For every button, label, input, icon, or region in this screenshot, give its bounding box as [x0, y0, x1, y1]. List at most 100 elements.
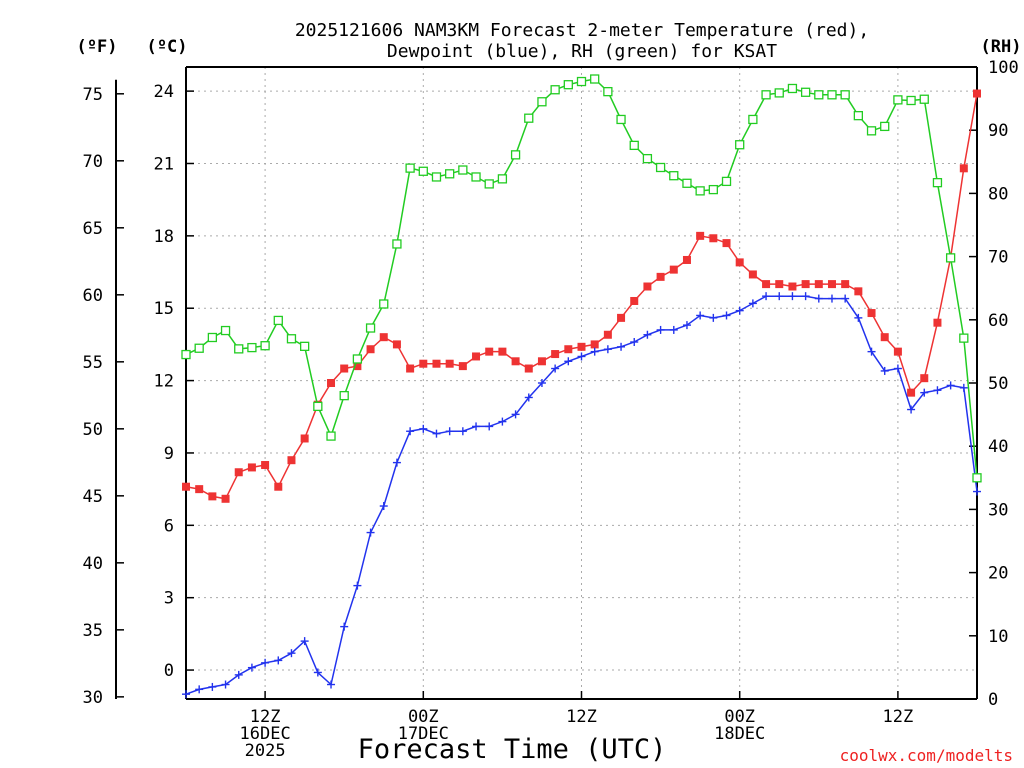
x-tick-label: 12Z [250, 707, 281, 727]
dewpoint-point [735, 306, 744, 315]
rh-tick-label: 30 [988, 500, 1008, 520]
2-meter-temperature-point [472, 352, 481, 361]
rh-point [748, 114, 758, 125]
dewpoint-point [445, 427, 454, 436]
2-meter-temperature-point [182, 482, 190, 491]
2-meter-temperature-point [564, 345, 573, 354]
2-meter-temperature-point [682, 255, 691, 264]
2-meter-temperature-point [577, 342, 586, 351]
rh-point [445, 169, 455, 179]
2-meter-temperature-point [524, 364, 533, 373]
celsius-tick-label: 0 [164, 661, 174, 681]
rh-point [669, 171, 679, 181]
rh-point [840, 90, 850, 100]
rh-point [774, 88, 784, 98]
celsius-tick-label: 3 [164, 589, 174, 609]
rh-point [655, 162, 666, 173]
rh-point [379, 299, 389, 309]
dewpoint-point [933, 386, 942, 395]
rh-point [313, 401, 323, 412]
rh-point [721, 176, 732, 187]
dewpoint-point [973, 487, 981, 496]
dewpoint-point [498, 417, 507, 426]
dewpoint-point [709, 313, 718, 322]
dewpoint-point [617, 342, 626, 351]
dewpoint-point [524, 393, 533, 402]
dewpoint-point [313, 668, 322, 677]
dewpoint-point [854, 313, 863, 322]
rh-point [642, 153, 653, 164]
celsius-tick-label: 24 [154, 82, 174, 102]
dewpoint-point [261, 658, 270, 667]
rh-point [497, 174, 508, 184]
tick-labels: 30 35 40 45 50 55 60 65 70 75 0 3 6 9 12 15 18 21 24 0 10 20 3… [83, 58, 1019, 761]
axes [115, 66, 978, 700]
2-meter-temperature-point [603, 330, 612, 339]
dewpoint-point [485, 422, 494, 431]
rh-point [431, 172, 442, 182]
celsius-tick-label: 9 [164, 444, 174, 464]
x-tick-label: 00Z [724, 707, 755, 727]
dewpoint-point [867, 347, 876, 356]
2-meter-temperature-point [827, 280, 836, 289]
2-meter-temperature-point [445, 359, 454, 368]
chart-title-line-2: Dewpoint (blue), RH (green) for KSAT [387, 41, 777, 62]
dewpoint-point [247, 663, 256, 672]
celsius-tick-label: 18 [154, 227, 174, 247]
rh-point [616, 114, 626, 125]
x-tick-label: 12Z [566, 707, 597, 727]
2-meter-temperature-point [261, 461, 270, 470]
chart-title-line-1: 2025121606 NAM3KM Forecast 2-meter Tempe… [295, 20, 869, 41]
2-meter-temperature-point [379, 333, 388, 342]
2-meter-temperature-point [485, 347, 494, 356]
fahrenheit-unit-label: (ºF) [77, 37, 118, 57]
fahrenheit-tick-label: 55 [83, 353, 103, 373]
rh-point [234, 344, 244, 354]
rh-point [194, 343, 204, 353]
dewpoint-point [419, 424, 428, 433]
rh-point [959, 333, 969, 343]
dewpoint-point [406, 427, 415, 436]
2-meter-temperature-point [775, 280, 784, 289]
2-meter-temperature-point [893, 347, 902, 356]
2-meter-temperature-point [208, 492, 217, 501]
dewpoint-point [590, 347, 599, 356]
dewpoint-point [300, 637, 309, 646]
celsius-tick-label: 21 [154, 154, 174, 174]
2-meter-temperature-point [801, 280, 810, 289]
rh-point [510, 150, 521, 160]
rh-point [735, 140, 745, 150]
2-meter-temperature-point [709, 234, 718, 243]
fahrenheit-tick-label: 50 [83, 420, 103, 440]
dewpoint-point [841, 294, 850, 303]
rh-point [181, 349, 191, 360]
rh-point [524, 113, 534, 123]
dewpoint-point [472, 422, 481, 431]
rh-point [761, 90, 771, 100]
rh-point [682, 178, 692, 188]
rh-point [299, 341, 310, 351]
2-meter-temperature-point [630, 296, 639, 305]
dewpoint-point [458, 427, 467, 436]
x-tick-label: 00Z [408, 707, 439, 727]
dewpoint-point [603, 345, 612, 354]
dewpoint-point [511, 410, 520, 419]
dewpoint-point [762, 292, 771, 301]
2-meter-temperature-point [353, 362, 362, 371]
rh-point [207, 332, 218, 343]
2-meter-temperature-point [933, 318, 942, 327]
dewpoint-point [353, 581, 362, 590]
2-meter-temperature-point [788, 282, 797, 291]
2-meter-temperature-point [366, 345, 375, 354]
rh-point [906, 95, 916, 106]
rh-point [945, 253, 956, 263]
gridlines [186, 67, 977, 699]
dewpoint-point [234, 670, 243, 679]
celsius-unit-label: (ºC) [147, 37, 188, 57]
data-series [181, 74, 982, 699]
2-meter-temperature-point [195, 485, 204, 494]
2-meter-temperature-point [722, 239, 731, 248]
dewpoint-point [827, 294, 836, 303]
2-meter-temperature-point [867, 309, 876, 318]
